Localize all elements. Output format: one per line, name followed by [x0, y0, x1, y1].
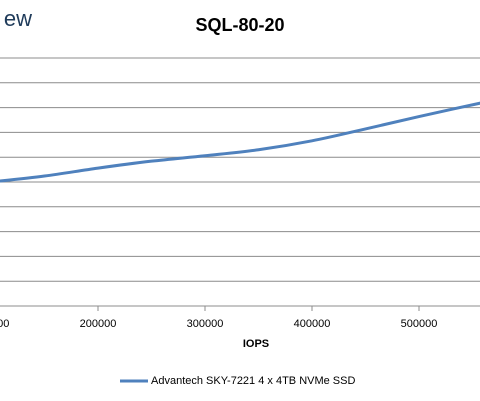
x-tick-label: 400000 [294, 318, 331, 330]
legend-label: Advantech SKY-7221 4 x 4TB NVMe SSD [151, 375, 355, 387]
x-tick-label: 200000 [80, 318, 117, 330]
x-tick-label: 300000 [187, 318, 224, 330]
data-line [0, 101, 480, 183]
chart-title: SQL-80-20 [195, 15, 284, 35]
x-tick-label: 500000 [401, 318, 438, 330]
logo: ew [4, 6, 32, 31]
x-axis-label: IOPS [243, 338, 269, 350]
x-tick-label: 100000 [0, 318, 9, 330]
